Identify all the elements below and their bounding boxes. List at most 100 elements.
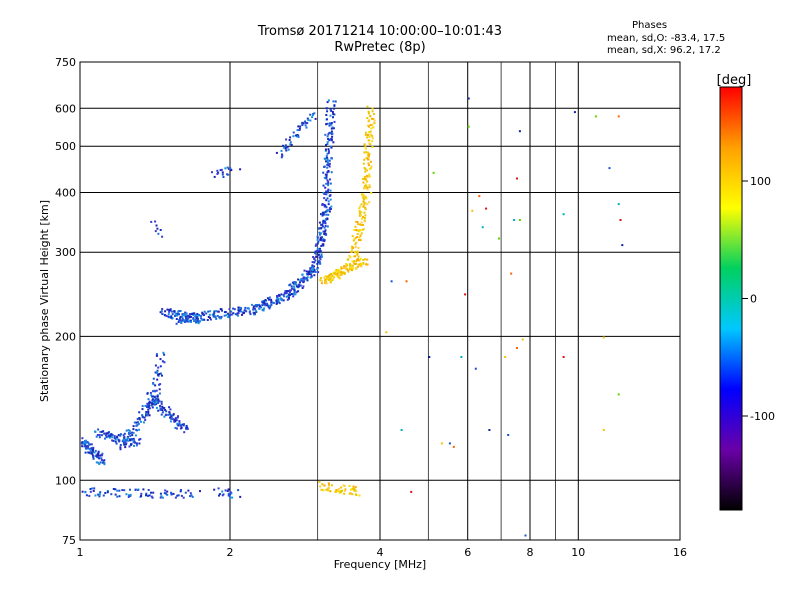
data-point [168,411,171,414]
data-point [329,198,332,201]
data-point [328,207,331,210]
data-point [146,404,149,407]
data-point [89,488,92,490]
data-point [324,149,327,152]
data-point [190,315,192,318]
data-point [343,492,346,495]
data-point [357,255,360,258]
data-point [228,316,231,318]
data-point [101,454,103,457]
data-point [175,322,178,325]
colorbar-label: [deg] [717,73,752,88]
data-point [358,212,361,215]
data-point [153,389,156,392]
data-point [101,434,103,437]
data-point [146,414,149,417]
data-point [156,401,159,404]
data-point [197,319,199,321]
data-point [157,398,160,401]
data-point [268,296,271,299]
data-point [326,159,329,162]
data-point [252,311,255,314]
data-point [362,262,365,265]
data-point [467,125,470,128]
data-point [100,430,103,433]
data-point [92,489,95,492]
data-point [324,278,327,281]
data-point [323,176,326,179]
data-point [328,210,331,213]
data-point [116,489,119,492]
data-point [185,424,188,427]
data-point [366,105,369,108]
data-point [353,238,356,241]
data-point [299,284,302,287]
data-point [368,142,371,145]
data-point [318,259,321,262]
data-point [86,445,89,448]
data-point [301,273,304,276]
data-point [325,144,327,146]
data-point [200,315,202,317]
data-point [303,269,306,272]
data-point [228,495,231,498]
data-point [365,197,368,200]
data-point [330,130,333,133]
data-point [165,314,168,317]
data-point [253,305,256,308]
data-point [138,417,141,420]
data-point [368,131,371,134]
data-point [167,315,170,318]
data-point [366,136,369,139]
data-point [326,171,329,174]
data-point [360,263,363,266]
data-point [334,490,337,493]
y-tick-label: 400 [55,187,76,200]
data-point [230,169,233,172]
data-point [192,314,195,317]
data-point [353,229,356,231]
data-point [301,124,304,126]
data-point [365,174,368,177]
data-point [310,272,313,275]
data-point [140,420,142,423]
data-point [114,440,117,443]
data-point [432,171,435,174]
data-point [360,224,363,226]
data-point [166,308,169,311]
data-point [159,405,162,408]
data-point [325,175,328,178]
data-point [173,310,176,313]
data-point [358,494,361,497]
data-point [318,256,321,259]
data-point [148,407,151,410]
data-point [84,444,87,446]
data-point [159,409,162,411]
data-point [123,435,126,438]
data-point [326,179,329,182]
data-point [98,436,101,439]
data-point [290,293,293,295]
data-point [256,305,259,308]
data-point [337,268,340,271]
data-point [365,169,368,172]
data-point [179,315,182,318]
data-point [322,230,325,233]
data-point [175,318,178,320]
data-point [285,295,288,298]
data-point [328,273,331,276]
data-point [161,374,163,377]
data-point [302,285,305,288]
data-point [131,431,134,434]
data-point [298,129,301,131]
data-point [329,138,331,141]
data-point [178,313,180,316]
data-point [617,115,620,118]
data-point [325,107,328,110]
data-point [151,496,154,499]
data-point [357,258,359,261]
data-point [152,377,155,380]
data-point [327,162,330,165]
data-point [157,409,160,412]
data-point [186,317,189,320]
